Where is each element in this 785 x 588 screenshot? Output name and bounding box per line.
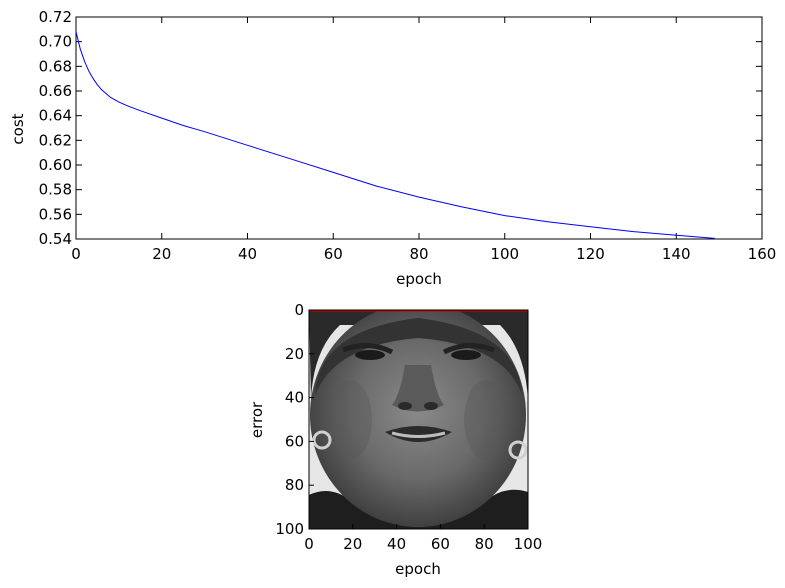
error-image-chart: 0 20 40 60 80 100 0 20 40 60 80 100 epoch error	[248, 301, 542, 578]
cost-y-ticks: 0.54 0.56 0.58 0.60 0.62 0.64 0.66 0.68 0.70 0.72	[39, 8, 762, 248]
cost-x-tick-label: 160	[748, 245, 777, 263]
error-y-ticks: 0 20 40 60 80 100	[275, 301, 314, 538]
cost-y-tick-label: 0.58	[39, 181, 72, 199]
cost-x-ticks: 0 20 40 60 80 100 120 140 160	[71, 17, 776, 263]
cost-x-tick-label: 100	[490, 245, 519, 263]
cost-y-tick-label: 0.66	[39, 82, 72, 100]
cost-x-tick-label: 120	[576, 245, 605, 263]
cost-x-tick-label: 40	[238, 245, 257, 263]
cost-y-tick-label: 0.68	[39, 57, 72, 75]
error-y-tick-label: 60	[285, 432, 304, 450]
error-x-axis-label: epoch	[395, 560, 441, 578]
image-plot-frame	[308, 309, 529, 530]
cost-x-tick-label: 140	[662, 245, 691, 263]
error-y-tick-label: 40	[285, 389, 304, 407]
cost-x-tick-label: 20	[152, 245, 171, 263]
cost-chart: 0 20 40 60 80 100 120 140 160 0.540.560.580.600.…	[9, 8, 776, 288]
cost-y-tick-label: 0.64	[39, 107, 72, 125]
cost-y-tick-label: 0.70	[39, 33, 72, 51]
error-x-tick-label: 0	[304, 535, 314, 553]
error-x-tick-label: 100	[514, 535, 543, 553]
cost-x-tick-label: 80	[409, 245, 428, 263]
cost-plot-frame	[75, 16, 763, 240]
cost-x-tick-label: 0	[71, 245, 81, 263]
cost-y-axis-label: cost	[9, 113, 27, 144]
error-x-tick-label: 60	[431, 535, 450, 553]
cost-y-tick-label: 0.72	[39, 8, 72, 26]
cost-x-axis-label: epoch	[396, 270, 442, 288]
cost-y-tick-label: 0.62	[39, 131, 72, 149]
error-x-tick-label: 20	[343, 535, 362, 553]
cost-x-tick-label: 60	[324, 245, 343, 263]
error-y-tick-label: 20	[285, 345, 304, 363]
cost-y-tick-label: 0.60	[39, 156, 72, 174]
error-y-tick-label: 0	[294, 301, 304, 319]
error-y-tick-label: 80	[285, 476, 304, 494]
error-y-axis-label: error	[248, 401, 266, 438]
error-x-tick-label: 40	[387, 535, 406, 553]
cost-y-tick-label: 0.56	[39, 205, 72, 223]
cost-series-line	[75, 31, 715, 239]
face-image	[309, 310, 528, 529]
cost-y-tick-label: 0.54	[39, 230, 72, 248]
error-x-tick-label: 80	[475, 535, 494, 553]
error-y-tick-label: 100	[275, 520, 304, 538]
error-x-ticks: 0 20 40 60 80 100	[304, 524, 542, 553]
